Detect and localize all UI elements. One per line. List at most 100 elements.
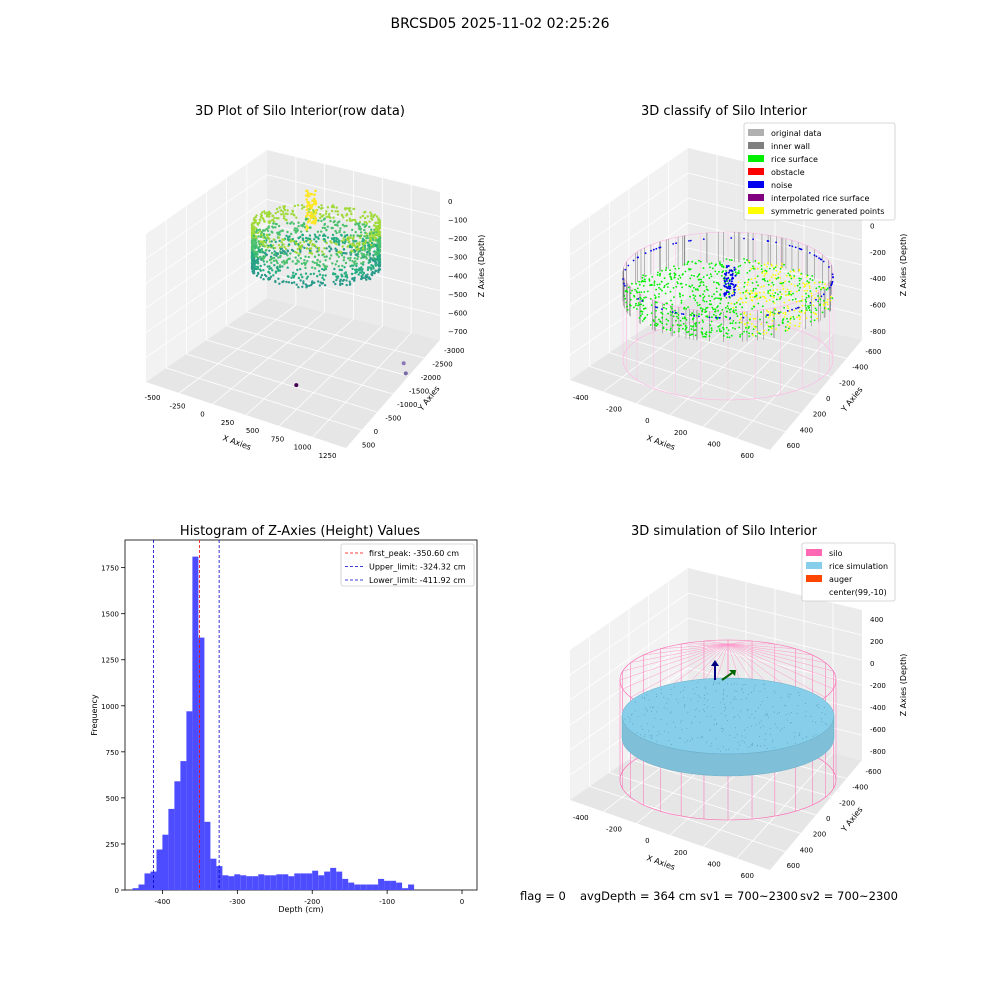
p4-rice-point [734, 682, 736, 684]
p4-rice-point [650, 710, 652, 712]
p2-point [663, 284, 666, 287]
p2-point [717, 325, 720, 328]
p2-point [716, 273, 719, 275]
p4-ytick: 400 [800, 846, 813, 854]
p1-point [357, 224, 360, 228]
p1-point [373, 213, 376, 217]
p1-point [366, 244, 370, 247]
p4-rice-point [660, 692, 662, 694]
p1-point [342, 248, 346, 251]
p4-rice-point [707, 706, 709, 708]
p1-point [313, 222, 317, 225]
p1-point [345, 219, 349, 222]
p2-point [688, 268, 691, 271]
p2-point [750, 290, 752, 292]
p1-point [352, 234, 355, 237]
p1-point [289, 222, 292, 225]
p4-rice-point [764, 745, 766, 747]
p4-rice-point [786, 742, 788, 744]
p2-point [714, 270, 717, 273]
p1-point [290, 276, 293, 279]
p4-rice-point [704, 686, 706, 688]
p2-point [690, 333, 693, 336]
p4-rice-point [670, 711, 672, 713]
p2-point [715, 297, 717, 299]
p2-point [673, 265, 675, 268]
p1-point [251, 222, 255, 225]
p4-rice-point [730, 702, 732, 704]
p1-point [277, 217, 280, 220]
p1-point [308, 218, 311, 221]
p1-point [326, 225, 329, 228]
p1-point [272, 274, 275, 277]
p1-point [315, 262, 318, 265]
p1-point [349, 265, 352, 268]
p4-rice-point [654, 717, 656, 719]
p2-point [810, 316, 812, 318]
p4-legend-label: rice simulation [829, 562, 888, 571]
p1-point [345, 207, 349, 210]
p1-point [325, 241, 328, 245]
panel2-title: 3D classify of Silo Interior [640, 104, 808, 119]
p1-ytick: -1500 [409, 387, 429, 395]
p1-xtick: 1000 [294, 444, 312, 452]
p4-rice-point [741, 689, 743, 691]
p1-point [374, 261, 378, 264]
p2-point [695, 314, 698, 317]
p1-point [358, 243, 361, 247]
p2-ztick: -400 [870, 275, 886, 283]
p2-point [641, 313, 644, 315]
p2-point [745, 314, 748, 317]
p1-ztick: −400 [448, 272, 467, 280]
p2-point [748, 335, 751, 337]
p2-point [771, 295, 773, 298]
p2-zlabel: Z Axies (Depth) [899, 234, 908, 297]
p2-point [720, 312, 722, 315]
p2-point [655, 322, 657, 325]
p2-point [641, 276, 644, 279]
p1-point [326, 236, 330, 239]
p1-point [259, 230, 262, 233]
p1-point [321, 281, 325, 285]
p1-point [305, 208, 309, 212]
p4-rice-point [691, 721, 693, 723]
p2-point [793, 309, 796, 312]
p2-ztick: -800 [870, 328, 886, 336]
p1-point [268, 267, 271, 270]
p1-point [326, 206, 330, 209]
p1-point [290, 281, 294, 285]
p2-point [712, 313, 715, 316]
p2-point [694, 324, 697, 326]
p4-rice-point [706, 693, 708, 695]
p1-point [309, 192, 312, 196]
p1-point [295, 227, 299, 230]
p2-point [679, 282, 682, 285]
p1-point [369, 266, 373, 270]
p1-point [325, 210, 328, 213]
p4-rice-point [734, 690, 736, 692]
p2-point [763, 263, 766, 266]
p2-point [752, 328, 755, 331]
p2-point [708, 295, 710, 297]
p1-point [259, 264, 262, 268]
p2-point [727, 307, 730, 310]
p2-point [775, 328, 777, 330]
p2-point [813, 297, 816, 299]
p4-rice-point [746, 698, 747, 700]
p1-point [350, 246, 353, 249]
p2-point [648, 278, 651, 281]
p2-point [743, 258, 745, 260]
p1-point [349, 256, 352, 260]
p1-point [354, 230, 357, 234]
p4-rice-point [789, 696, 791, 698]
p1-point [265, 260, 269, 263]
p2-point [698, 303, 701, 306]
p4-rice-point [713, 723, 715, 725]
p1-point [340, 234, 343, 237]
p1-point [283, 262, 286, 266]
p1-point [366, 234, 369, 238]
p2-point [660, 280, 663, 283]
p4-rice-point [739, 717, 741, 719]
p1-point [286, 275, 290, 278]
